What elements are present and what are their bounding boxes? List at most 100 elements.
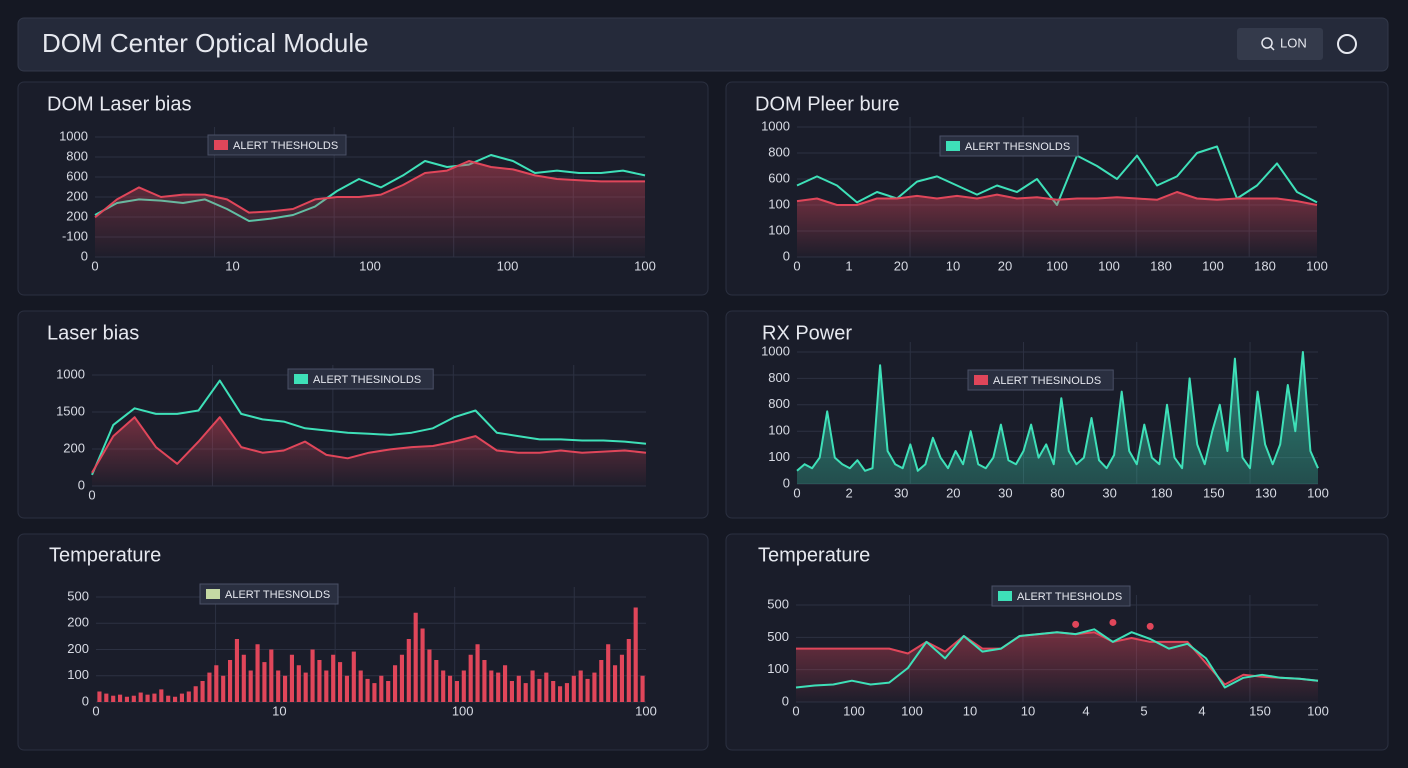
button-bg[interactable]: [1237, 28, 1323, 60]
button-label[interactable]: LON: [1280, 35, 1307, 50]
y-tick-label: 200: [67, 641, 89, 656]
bar: [351, 651, 356, 702]
panel-title: Temperature: [49, 544, 161, 566]
bar: [344, 675, 349, 702]
x-tick-label: 150: [1249, 703, 1271, 718]
bar: [509, 681, 514, 702]
bar: [358, 670, 363, 702]
x-tick-label: 100: [1306, 258, 1328, 273]
y-tick-label: 100: [768, 196, 790, 211]
bar: [138, 692, 143, 702]
bar: [475, 644, 480, 702]
x-tick-label: 100: [901, 703, 923, 718]
search-icon: [1261, 37, 1273, 49]
x-tick-label: 0: [793, 258, 800, 273]
y-tick-label: 800: [768, 396, 790, 411]
data-point: [1072, 620, 1080, 628]
panel-title: Laser bias: [47, 322, 139, 344]
bar: [248, 670, 253, 702]
bar: [530, 670, 535, 702]
bar: [413, 612, 418, 702]
bar: [399, 654, 404, 702]
panel-title: DOM Laser bias: [47, 93, 192, 115]
bar: [303, 672, 308, 702]
x-tick-label: 180: [1150, 258, 1172, 273]
bar: [558, 686, 563, 702]
bar: [626, 639, 631, 702]
x-tick-label: 30: [998, 485, 1012, 500]
y-tick-label: 1000: [761, 343, 790, 358]
bar: [544, 672, 549, 702]
y-tick-label: -100: [62, 228, 88, 243]
bar: [386, 681, 391, 702]
bar: [152, 693, 157, 702]
y-tick-label: 100: [768, 423, 790, 438]
bar: [585, 678, 590, 702]
legend-box: [991, 585, 1131, 607]
legend-swatch: [214, 140, 228, 150]
y-tick-label: 1000: [59, 128, 88, 143]
legend-label: ALERT THESHOLDS: [233, 140, 338, 152]
legend-swatch: [946, 141, 960, 151]
x-tick-label: 10: [225, 258, 239, 273]
y-tick-label: 0: [783, 475, 790, 490]
bar: [496, 672, 501, 702]
bar: [619, 654, 624, 702]
area-fill: [797, 192, 1317, 257]
bar: [179, 693, 184, 702]
status-icon[interactable]: [1337, 34, 1357, 54]
bar: [166, 695, 171, 702]
x-tick-label: 4: [1082, 703, 1089, 718]
bar: [441, 670, 446, 702]
x-tick-label: 20: [946, 485, 960, 500]
bar: [503, 665, 508, 702]
x-tick-label: 0: [88, 487, 95, 502]
y-tick-label: 100: [768, 222, 790, 237]
bar: [207, 672, 212, 702]
bar: [214, 665, 219, 702]
bar: [234, 639, 239, 702]
header-title: DOM Center Optical Module: [42, 28, 369, 58]
bar: [393, 665, 398, 702]
y-tick-label: 200: [66, 208, 88, 223]
y-tick-label: 500: [67, 588, 89, 603]
y-tick-label: 800: [768, 370, 790, 385]
legend-label: ALERT THESNOLDS: [225, 589, 330, 601]
bar: [159, 689, 164, 702]
y-tick-label: 800: [768, 144, 790, 159]
area-fill: [92, 417, 646, 486]
bar: [173, 696, 178, 702]
bar: [200, 681, 205, 702]
x-tick-label: 150: [1203, 485, 1225, 500]
series-line: [91, 379, 647, 476]
x-tick-label: 180: [1254, 258, 1276, 273]
x-tick-label: 180: [1151, 485, 1173, 500]
bar: [255, 644, 260, 702]
search-button[interactable]: LON: [1237, 28, 1323, 60]
bar: [193, 686, 198, 702]
legend-label: ALERT THESHOLDS: [1017, 591, 1122, 603]
bar: [283, 675, 288, 702]
legend-swatch: [974, 375, 988, 385]
bar: [537, 678, 542, 702]
x-tick-label: 100: [359, 258, 381, 273]
bar: [633, 607, 638, 702]
legend-box: [207, 134, 347, 156]
bar: [296, 665, 301, 702]
bar: [523, 683, 528, 702]
x-tick-label: 10: [946, 258, 960, 273]
bar: [379, 675, 384, 702]
bar: [427, 649, 432, 702]
bar: [599, 660, 604, 702]
bar: [468, 654, 473, 702]
legend-box: [967, 369, 1114, 391]
legend-box: [939, 135, 1079, 157]
x-tick-label: 100: [635, 703, 657, 718]
legend-swatch: [206, 589, 220, 599]
bar: [111, 695, 116, 702]
bar: [317, 660, 322, 702]
bar: [276, 670, 281, 702]
bar: [338, 662, 343, 702]
search-icon-handle: [1269, 45, 1275, 51]
y-tick-label: 1000: [56, 366, 85, 381]
